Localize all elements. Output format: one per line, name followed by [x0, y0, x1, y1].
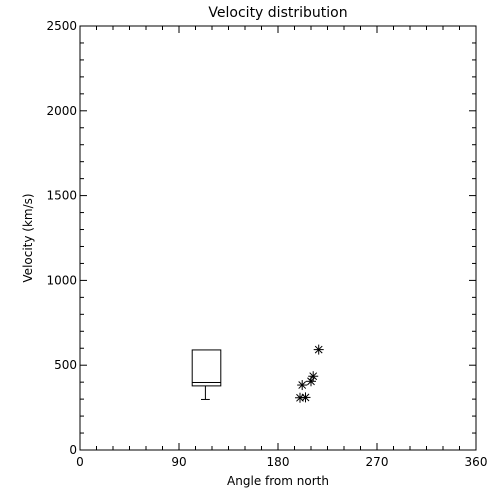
box-iqr: [191, 349, 222, 387]
y-tick-label: 0: [69, 443, 77, 457]
x-tick-label: 0: [76, 455, 84, 469]
y-tick-label: 500: [54, 358, 77, 372]
data-point: [300, 392, 311, 403]
y-tick-label: 2000: [46, 104, 77, 118]
y-tick-label: 1500: [46, 189, 77, 203]
y-axis-label: Velocity (km/s): [21, 193, 35, 282]
data-point: [297, 380, 308, 391]
y-tick-label: 2500: [46, 19, 77, 33]
scatter-points: [295, 344, 324, 403]
x-tick-label: 180: [267, 455, 290, 469]
x-axis-label: Angle from north: [227, 474, 329, 488]
chart-title: Velocity distribution: [208, 5, 347, 21]
box-plot: [191, 349, 222, 400]
data-point: [308, 371, 319, 382]
x-tick-label: 90: [171, 455, 186, 469]
x-tick-label: 270: [366, 455, 389, 469]
axis-ticks: [79, 25, 477, 451]
axis-tick-labels: 0 90 180 270 360 0 500 1000 1500 2000 2500: [46, 19, 487, 469]
data-point: [313, 344, 324, 355]
x-tick-label: 360: [465, 455, 488, 469]
y-tick-label: 1000: [46, 273, 77, 287]
plot-area: [79, 25, 477, 451]
